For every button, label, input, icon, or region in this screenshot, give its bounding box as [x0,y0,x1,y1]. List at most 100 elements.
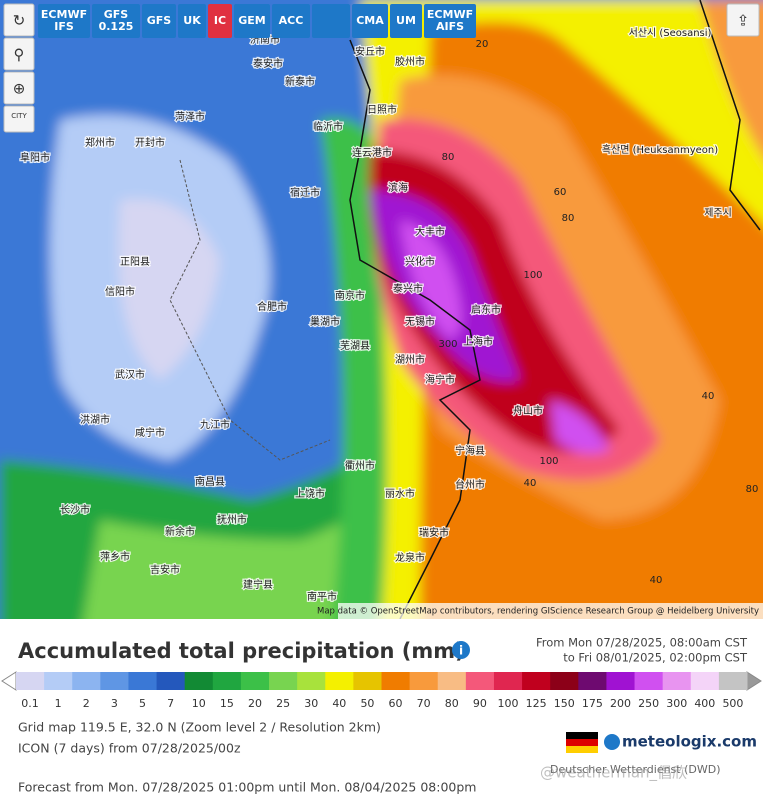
share-icon[interactable]: ⇪ [737,12,750,30]
contour-label: 300 [438,339,457,350]
scale-label: 1 [55,697,62,710]
scale-label: 30 [304,697,318,710]
place-label: 无锡市 [405,315,435,328]
scale-label: 500 [722,697,743,710]
scale-cell [269,672,298,690]
place-label: 开封市 [135,136,165,149]
place-label: 建宁县 [243,578,273,591]
scale-cell [240,672,270,690]
scale-label: 150 [554,697,575,710]
place-label: 正阳县 [120,256,150,268]
scale-cell [100,672,129,690]
tool-button[interactable] [3,105,35,133]
place-label: 흑산면 (Heuksanmyeon) [602,143,718,156]
place-label: 南昌县 [195,475,225,488]
tool-icon[interactable]: ↻ [13,12,26,30]
tool-button[interactable] [3,37,35,71]
attribution: Map data © OpenStreetMap contributors, r… [317,607,759,617]
place-label: 阜阳市 [20,151,50,164]
contour-label: 80 [562,213,575,224]
model-button[interactable] [312,4,350,38]
model-button-label[interactable]: ACC [279,14,304,27]
place-label: 舟山市 [513,404,543,417]
model-button-label[interactable]: UM [396,14,416,27]
scale-label: 15 [220,697,234,710]
scale-cell [522,672,551,690]
place-label: 启东市 [471,303,501,316]
model-button[interactable] [234,4,270,38]
legend-panel: Accumulated total precipitation (mm) i F… [1,636,762,795]
place-label: 菏泽市 [175,110,205,123]
model-button-label[interactable]: GEM [238,14,266,27]
model-button-label[interactable]: GFS [147,14,172,27]
scale-cell [156,672,186,690]
model-button-label[interactable]: ECMWF IFS [41,8,87,33]
model-button[interactable] [38,4,90,38]
tool-icon[interactable]: ⊕ [13,80,26,98]
place-label: 郑州市 [85,136,115,149]
place-label: 日照市 [367,103,397,116]
place-label: 萍乡市 [100,550,130,563]
scale-cell [550,672,579,690]
contour-label: 80 [746,484,759,495]
place-label: 宁海县 [455,444,485,457]
model-button[interactable] [352,4,388,38]
tool-button[interactable] [3,71,35,105]
scale-cell [718,672,748,690]
place-label: 吉安市 [150,563,180,576]
model-button[interactable] [92,4,140,38]
scale-label: 60 [389,697,403,710]
model-button-label[interactable]: CMA [356,14,384,27]
scale-cell [44,672,73,690]
place-label: 芜湖县 [340,339,370,352]
tool-icon[interactable]: ⚲ [14,46,25,64]
attribution-box [338,603,763,619]
place-label: 胶州市 [395,55,425,68]
share-button[interactable] [726,3,760,37]
place-label: 兴化市 [405,255,435,268]
model-button[interactable] [142,4,176,38]
tool-label[interactable]: CITY [11,112,27,120]
place-label: 长沙市 [60,503,90,516]
model-button[interactable] [424,4,476,38]
place-label: 서산시 (Seosansi) [629,27,712,39]
period-from: From Mon 07/28/2025, 08:00am CST [536,636,748,650]
model-button[interactable] [178,4,206,38]
source: Deutscher Wetterdienst (DWD) [550,763,721,776]
scale-arrow-right [746,671,762,691]
coastline [699,0,761,231]
scale-cell [381,672,411,690]
scale-label: 25 [276,697,290,710]
model-button[interactable] [208,4,232,38]
place-label: 洪湖市 [80,413,110,426]
flag-stripe [566,732,598,739]
color-scale: 0.1 1 2 3 5 7 10 15 20 25 30 40 50 60 70 80 90 100 125 150 1… [1,671,762,710]
scale-label: 50 [360,697,374,710]
brand[interactable]: meteologix.com [622,733,757,751]
model-button-label[interactable]: GFS 0.125 [99,8,134,33]
model-button-label[interactable]: UK [183,14,201,27]
scale-cell [297,672,326,690]
place-label: 九江市 [200,418,230,431]
contour-label: 100 [523,270,542,281]
place-label: 衢州市 [345,459,375,472]
place-label: 合肥市 [257,300,287,313]
place-label: 临沂市 [313,120,343,133]
model-button-label[interactable]: ECMWF AIFS [427,8,473,33]
place-label: 上海市 [463,335,493,348]
place-label: 安丘市 [355,45,385,58]
scale-label: 300 [666,697,687,710]
scale-cell [16,672,45,690]
scale-cell [606,672,636,690]
model-button[interactable] [272,4,310,38]
scale-label: 3 [111,697,118,710]
place-label: 南京市 [335,289,365,302]
tool-button[interactable] [3,3,35,37]
map[interactable]: Map data © OpenStreetMap contributors, r… [0,0,763,619]
scale-cell [353,672,382,690]
model-button-label[interactable]: IC [214,14,226,27]
info-icon[interactable] [452,641,470,659]
watermark: @weatherman_倡欣 [540,764,687,783]
model-button[interactable] [390,4,422,38]
contour-label: 100 [539,456,558,467]
